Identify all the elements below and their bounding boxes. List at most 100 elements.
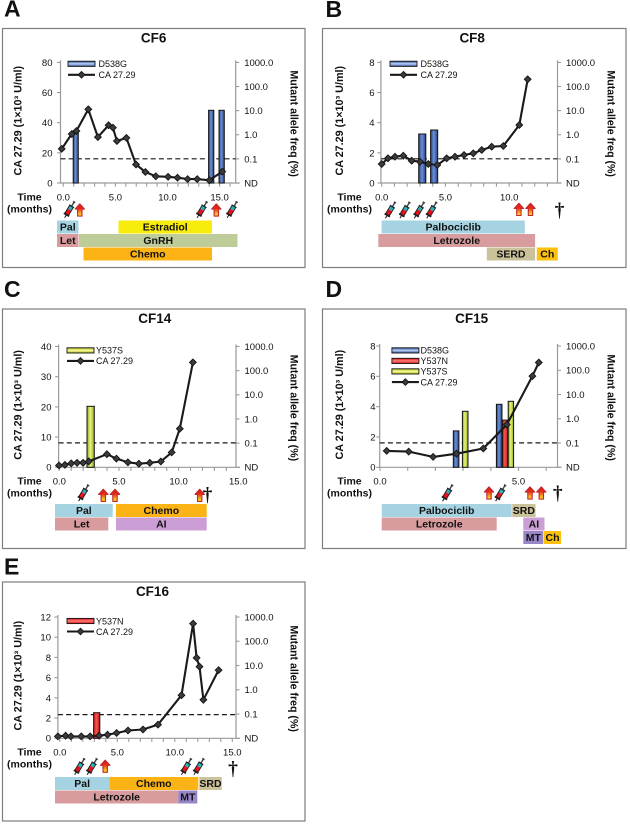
svg-text:10.0: 10.0 (245, 661, 264, 672)
svg-text:ND: ND (244, 178, 258, 189)
svg-text:Mutant allele freq (%): Mutant allele freq (%) (605, 70, 617, 177)
svg-text:CA 27.29 (1×10³ U/ml): CA 27.29 (1×10³ U/ml) (334, 349, 346, 459)
svg-text:(months): (months) (327, 488, 372, 500)
svg-text:0: 0 (47, 178, 52, 189)
svg-text:0.1: 0.1 (245, 439, 258, 450)
svg-text:0.0: 0.0 (375, 192, 388, 203)
svg-text:8: 8 (46, 653, 51, 664)
svg-text:6: 6 (46, 673, 51, 684)
svg-text:100.0: 100.0 (244, 82, 268, 93)
svg-text:1.0: 1.0 (245, 685, 258, 696)
svg-text:CA 27.29 (1×10³ U/ml): CA 27.29 (1×10³ U/ml) (13, 65, 25, 175)
svg-text:Mutant allele freq (%): Mutant allele freq (%) (288, 70, 300, 177)
svg-text:CF6: CF6 (141, 31, 167, 46)
svg-text:Letrozole: Letrozole (416, 519, 463, 531)
svg-text:0.0: 0.0 (53, 477, 66, 488)
svg-text:4: 4 (369, 118, 374, 129)
svg-text:5.0: 5.0 (439, 192, 452, 203)
svg-text:1.0: 1.0 (245, 414, 258, 425)
svg-text:Letrozole: Letrozole (433, 235, 480, 247)
svg-text:Palbociclib: Palbociclib (425, 222, 480, 234)
svg-text:10.0: 10.0 (166, 748, 185, 759)
svg-text:0: 0 (46, 734, 51, 745)
svg-text:†: † (555, 201, 565, 222)
svg-text:Y537N: Y537N (96, 616, 124, 626)
svg-text:B: B (326, 0, 343, 22)
svg-text:(months): (months) (327, 203, 372, 215)
svg-text:SRD: SRD (513, 505, 536, 517)
svg-text:80: 80 (42, 58, 53, 69)
svg-text:15.0: 15.0 (223, 748, 242, 759)
svg-text:0.0: 0.0 (373, 477, 386, 488)
svg-text:Time: Time (17, 476, 41, 488)
svg-text:Ch: Ch (540, 249, 554, 261)
svg-text:8: 8 (369, 58, 374, 69)
svg-text:0.1: 0.1 (566, 154, 579, 165)
svg-text:5.0: 5.0 (111, 748, 124, 759)
svg-text:†: † (203, 485, 213, 506)
svg-text:CA 27.29: CA 27.29 (421, 70, 458, 80)
svg-text:Time: Time (337, 191, 361, 203)
svg-text:CA 27.29: CA 27.29 (421, 377, 458, 387)
svg-text:5.0: 5.0 (112, 477, 125, 488)
svg-text:CA 27.29: CA 27.29 (96, 627, 133, 637)
svg-text:Estradiol: Estradiol (143, 222, 188, 234)
svg-text:Chemo: Chemo (136, 778, 172, 790)
svg-text:0.0: 0.0 (57, 192, 70, 203)
svg-text:10.0: 10.0 (500, 192, 519, 203)
svg-text:D538G: D538G (421, 346, 450, 356)
svg-text:8: 8 (370, 341, 375, 352)
svg-text:Pal: Pal (76, 505, 92, 517)
svg-text:Let: Let (74, 519, 90, 531)
svg-text:E: E (4, 554, 19, 580)
svg-text:100.0: 100.0 (566, 82, 590, 93)
svg-text:30: 30 (41, 372, 52, 383)
svg-text:5.0: 5.0 (512, 477, 525, 488)
svg-text:40: 40 (42, 118, 53, 129)
svg-text:SERD: SERD (496, 249, 526, 261)
svg-text:6: 6 (369, 88, 374, 99)
svg-text:1000.0: 1000.0 (245, 612, 274, 623)
svg-text:Chemo: Chemo (130, 249, 166, 261)
svg-text:10.0: 10.0 (566, 106, 585, 117)
svg-text:0: 0 (369, 178, 374, 189)
svg-text:100.0: 100.0 (245, 637, 269, 648)
svg-text:SRD: SRD (199, 778, 222, 790)
svg-text:Mutant allele freq (%): Mutant allele freq (%) (605, 354, 617, 461)
svg-text:Palbociclib: Palbociclib (419, 505, 474, 517)
svg-text:†: † (553, 484, 563, 505)
svg-text:10.0: 10.0 (158, 192, 177, 203)
svg-text:CF16: CF16 (136, 584, 170, 599)
svg-text:2: 2 (370, 432, 375, 443)
svg-text:CA 27.29: CA 27.29 (96, 356, 133, 366)
svg-text:1000.0: 1000.0 (244, 58, 273, 69)
svg-text:D: D (326, 276, 343, 302)
svg-text:ND: ND (566, 178, 580, 189)
svg-text:CF15: CF15 (455, 311, 489, 326)
svg-text:CA 27.29: CA 27.29 (99, 70, 136, 80)
svg-text:Time: Time (17, 191, 41, 203)
svg-text:0.1: 0.1 (245, 709, 258, 720)
svg-text:ND: ND (566, 463, 580, 474)
svg-text:1.0: 1.0 (244, 130, 257, 141)
svg-text:20: 20 (42, 148, 53, 159)
svg-text:4: 4 (370, 402, 375, 413)
svg-text:0: 0 (370, 463, 375, 474)
svg-text:0.1: 0.1 (244, 154, 257, 165)
svg-text:ND: ND (245, 734, 259, 745)
svg-text:40: 40 (41, 342, 52, 353)
svg-text:GnRH: GnRH (143, 235, 173, 247)
svg-text:CF8: CF8 (459, 31, 485, 46)
svg-text:1000.0: 1000.0 (566, 58, 595, 69)
svg-text:1.0: 1.0 (566, 130, 579, 141)
svg-text:Let: Let (60, 235, 76, 247)
svg-text:Time: Time (337, 476, 361, 488)
svg-text:4: 4 (46, 693, 51, 704)
svg-text:1.0: 1.0 (566, 414, 579, 425)
svg-text:Ch: Ch (546, 532, 560, 544)
svg-text:Y537N: Y537N (421, 356, 449, 366)
svg-text:MT: MT (526, 532, 542, 544)
svg-text:MT: MT (180, 792, 196, 804)
svg-text:CF14: CF14 (138, 311, 172, 326)
svg-text:Letrozole: Letrozole (93, 792, 140, 804)
